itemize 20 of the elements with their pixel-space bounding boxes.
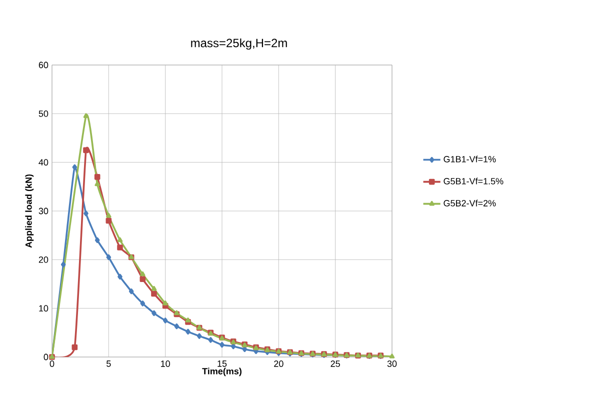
y-tick-label: 40: [38, 159, 48, 166]
legend-label: G5B1-Vf=1.5%: [444, 178, 504, 184]
x-axis-title: Time(ms): [202, 368, 242, 376]
x-tick-label: 25: [330, 360, 340, 367]
legend-label: G1B1-Vf=1%: [444, 156, 496, 162]
x-tick-label: 15: [218, 360, 227, 367]
x-tick-label: 30: [387, 360, 397, 367]
x-tick-label: 10: [161, 360, 170, 367]
x-tick-label: 5: [106, 360, 111, 367]
y-tick-label: 10: [39, 305, 48, 312]
y-tick-label: 20: [38, 256, 48, 263]
y-tick-label: 60: [38, 62, 48, 68]
x-tick-label: 0: [50, 360, 54, 367]
y-axis-title: Applied load (kN): [25, 174, 34, 248]
y-tick-label: 30: [38, 208, 48, 214]
y-tick-label: 50: [38, 110, 48, 117]
x-tick-label: 20: [274, 360, 284, 367]
legend-label: G5B2-Vf=2%: [444, 200, 496, 206]
y-tick-label: 0: [44, 354, 48, 360]
chart-title: mass=25kg,H=2m: [191, 38, 287, 50]
